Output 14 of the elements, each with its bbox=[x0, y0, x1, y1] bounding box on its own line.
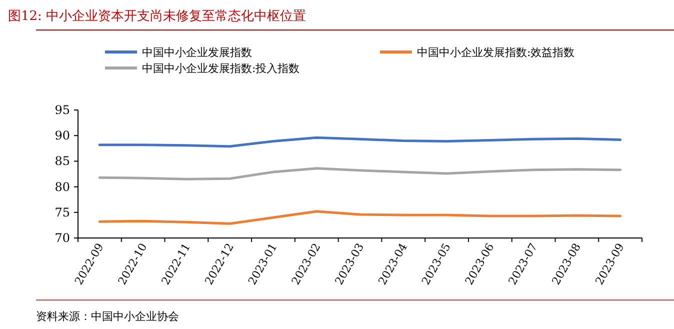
legend-label: 中国中小企业发展指数 bbox=[142, 46, 252, 59]
y-tick-label: 85 bbox=[54, 154, 70, 168]
y-tick-label: 95 bbox=[54, 103, 70, 117]
legend-label: 中国中小企业发展指数:效益指数 bbox=[417, 46, 575, 59]
y-tick-label: 75 bbox=[54, 205, 70, 220]
legend-label: 中国中小企业发展指数:投入指数 bbox=[142, 62, 300, 75]
y-tick-label: 80 bbox=[54, 180, 70, 194]
line-series bbox=[98, 136, 622, 148]
text: 资料来源：中国中小企业协会 bbox=[36, 310, 179, 323]
chart-title: 图12: 中小企业资本开支尚未修复至常态化中枢位置 bbox=[8, 9, 306, 24]
y-tick-label: 70 bbox=[54, 231, 70, 245]
y-tick-label: 90 bbox=[54, 128, 70, 143]
line-series bbox=[98, 167, 622, 180]
line-series bbox=[98, 210, 622, 225]
